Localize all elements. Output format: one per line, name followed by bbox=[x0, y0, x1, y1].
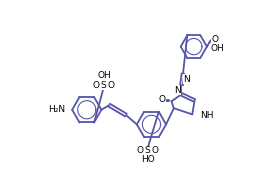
Text: OH: OH bbox=[210, 44, 224, 53]
Text: S: S bbox=[101, 81, 107, 90]
Text: O: O bbox=[211, 35, 218, 44]
Text: N: N bbox=[174, 86, 181, 95]
Text: O: O bbox=[152, 146, 159, 155]
Text: HO: HO bbox=[141, 155, 154, 164]
Text: O: O bbox=[136, 146, 143, 155]
Text: S: S bbox=[145, 146, 150, 155]
Text: NH: NH bbox=[200, 111, 214, 120]
Text: O: O bbox=[108, 81, 115, 90]
Text: H₂N: H₂N bbox=[48, 105, 65, 114]
Text: N: N bbox=[184, 75, 190, 84]
Text: OH: OH bbox=[98, 71, 111, 80]
Text: O: O bbox=[93, 81, 100, 90]
Text: O: O bbox=[159, 95, 166, 104]
